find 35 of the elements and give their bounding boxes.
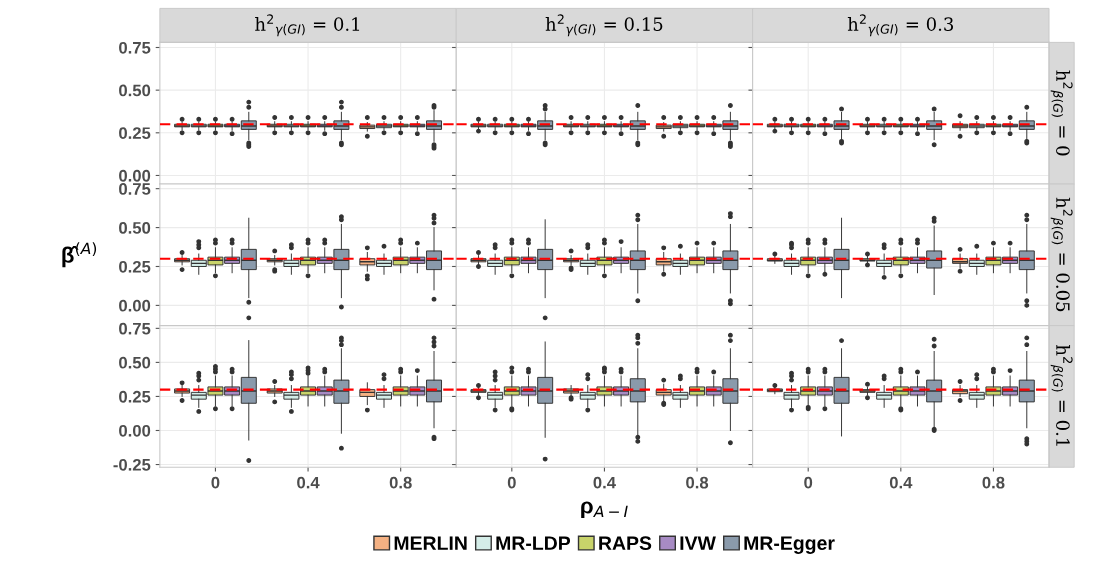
y-tick-label: 0.50 [119,356,151,369]
y-tick-label: 0.00 [119,169,151,182]
x-tick-label: 0.8 [686,476,709,489]
legend-label: MR-LDP [496,536,571,550]
legend-label: RAPS [599,536,652,551]
x-tick-label: 0.8 [389,476,412,489]
y-tick-label: 0.50 [119,221,151,234]
y-tick-label: 0.25 [119,260,151,273]
legend-label: IVW [680,536,716,550]
y-tick-label: 0.75 [119,322,151,335]
x-tick-label: 0 [211,476,220,489]
y-tick-label: 0.75 [119,183,151,195]
text: h$^{2}$$_{β(G)}$ = 0.05 [1050,197,1073,312]
text: h$^{2}$$_{β(G)}$ = 0.1 [1050,345,1073,446]
x-tick-label: 0.4 [297,476,320,489]
chart-title: h$^{2}$$_{γ(GI)}$ = 0.1 [255,14,360,37]
chart-title: h$^{2}$$_{γ(GI)}$ = 0.15 [545,14,663,37]
y-tick-label: 0.00 [119,424,151,437]
text: h$^{2}$$_{β(G)}$ = 0 [1050,70,1073,156]
y-tick-label: 0.00 [119,299,151,312]
x-tick-label: 0 [507,476,516,489]
x-tick-label: 0 [804,476,813,489]
y-tick-label: 0.25 [119,127,151,140]
legend-label: MR-Egger [744,536,835,554]
legend-label: MERLIN [394,536,467,550]
x-tick-label: 0.4 [593,476,616,489]
x-tick-label: 0.8 [982,476,1005,489]
y-tick-label: 0.75 [119,41,151,54]
chart-title: h$^{2}$$_{γ(GI)}$ = 0.3 [847,14,954,37]
x-axis-title: ρ$_{A−I}$ [581,501,628,518]
y-tick-label: 0.25 [119,390,151,403]
y-tick-label: 0.50 [119,84,151,97]
x-tick-label: 0.4 [889,476,913,489]
y-tick-label: -0.25 [113,458,151,471]
y-axis-title: β̂$^{(A)}$ [62,242,97,268]
